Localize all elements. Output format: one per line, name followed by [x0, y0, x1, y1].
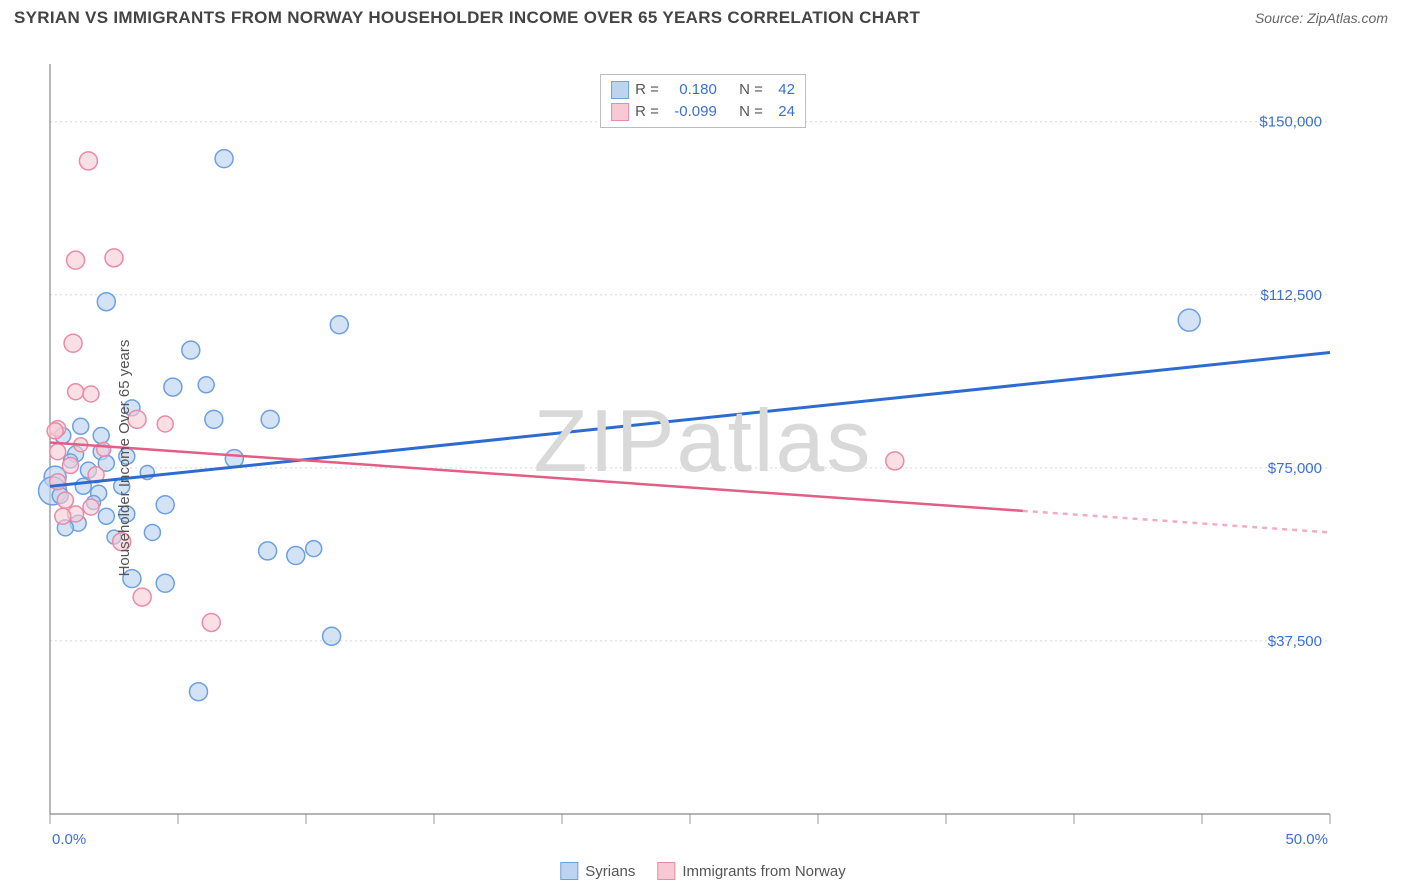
legend-n-label: N = [731, 79, 763, 101]
legend-n-label: N = [731, 101, 763, 123]
source-label: Source: ZipAtlas.com [1255, 10, 1388, 26]
series-legend-label: Syrians [585, 863, 635, 880]
series-legend: Syrians Immigrants from Norway [560, 862, 845, 880]
chart-title: SYRIAN VS IMMIGRANTS FROM NORWAY HOUSEHO… [14, 8, 920, 28]
legend-row: R = 0.180 N = 42 [611, 79, 795, 101]
legend-r-label: R = [635, 101, 659, 123]
legend-swatch [657, 862, 675, 880]
legend-n-value: 42 [769, 79, 795, 101]
legend-n-value: 24 [769, 101, 795, 123]
series-legend-label: Immigrants from Norway [682, 863, 845, 880]
legend-r-value: -0.099 [665, 101, 717, 123]
svg-text:$150,000: $150,000 [1259, 114, 1322, 131]
scatter-chart: $37,500 $75,000 $112,500 $150,000 0.0% 50.0% [0, 34, 1406, 882]
legend-r-label: R = [635, 79, 659, 101]
svg-text:$112,500: $112,500 [1261, 287, 1322, 304]
svg-text:0.0%: 0.0% [52, 831, 86, 848]
svg-text:50.0%: 50.0% [1285, 831, 1328, 848]
chart-area: Householder Income Over 65 years ZIPatla… [0, 34, 1406, 882]
legend-swatch [560, 862, 578, 880]
legend-r-value: 0.180 [665, 79, 717, 101]
svg-text:$75,000: $75,000 [1268, 460, 1322, 477]
legend-swatch [611, 103, 629, 121]
legend-swatch [611, 81, 629, 99]
title-bar: SYRIAN VS IMMIGRANTS FROM NORWAY HOUSEHO… [0, 0, 1406, 34]
svg-text:$37,500: $37,500 [1268, 633, 1322, 650]
series-legend-item: Immigrants from Norway [657, 862, 845, 880]
legend-row: R = -0.099 N = 24 [611, 101, 795, 123]
series-legend-item: Syrians [560, 862, 635, 880]
y-axis-label: Householder Income Over 65 years [116, 340, 133, 577]
correlation-legend: R = 0.180 N = 42R = -0.099 N = 24 [600, 74, 806, 128]
